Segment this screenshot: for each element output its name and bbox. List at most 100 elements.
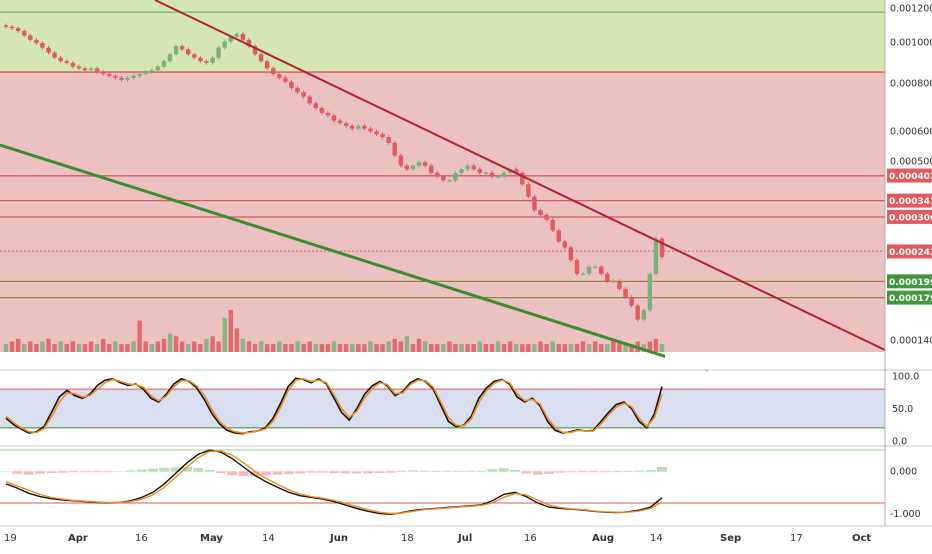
- volume-bar: [319, 344, 325, 352]
- candle-body: [422, 162, 428, 166]
- price-label: 0.0002435: [889, 248, 932, 258]
- volume-bar: [64, 344, 69, 352]
- volume-bar: [550, 341, 555, 352]
- macd-hist-bar: [589, 471, 600, 473]
- price-tick: 0.0001400: [890, 336, 932, 347]
- x-axis: 19 Apr 16 May 14 Jun 18 Jul 16 Aug 14 Sep 17 Oct: [4, 533, 871, 544]
- volume-bar: [234, 328, 240, 352]
- volume-bar: [495, 341, 501, 352]
- volume-bar: [410, 344, 416, 352]
- volume-bar: [435, 344, 440, 352]
- candle-body: [252, 46, 258, 55]
- candle-body: [562, 241, 568, 248]
- candle-body: [386, 137, 391, 143]
- macd-hist-bar: [521, 471, 532, 474]
- volume-bar: [483, 344, 489, 352]
- candle-body: [325, 112, 331, 116]
- green-trendline: [0, 143, 709, 372]
- macd-hist-bar: [487, 469, 498, 472]
- macd-hist-bar: [476, 470, 487, 472]
- macd-hist-bar: [249, 471, 260, 476]
- macd-hist-bar: [340, 471, 351, 474]
- candle-body: [477, 169, 482, 173]
- candle-body: [416, 162, 422, 166]
- candle-body: [143, 72, 148, 74]
- volume-bar: [380, 344, 385, 352]
- volume-bar: [392, 338, 397, 352]
- volume-bar: [228, 310, 233, 352]
- candle-body: [167, 54, 173, 62]
- volume-bar: [216, 341, 221, 352]
- macd-hist-bar: [498, 468, 509, 472]
- volume-bar: [623, 344, 628, 352]
- macd-hist-bar: [611, 471, 622, 473]
- candle-body: [9, 26, 15, 29]
- volume-bar: [422, 341, 428, 352]
- x-tick: 18: [401, 533, 414, 544]
- volume-bar: [15, 338, 21, 352]
- volume-bar: [514, 344, 519, 352]
- price-label: 0.0003062: [889, 213, 932, 223]
- candle-body: [258, 54, 264, 62]
- macd-hist-bar: [543, 471, 554, 474]
- candle-body: [350, 125, 355, 129]
- candle-body: [374, 131, 379, 135]
- volume-bar: [629, 344, 634, 352]
- price-label-bg: [887, 244, 932, 259]
- price-label-bg: [887, 290, 932, 305]
- macd-hist-bar: [91, 471, 102, 473]
- volume-bar: [307, 341, 312, 352]
- candle-body: [58, 57, 63, 62]
- candle-body: [428, 165, 434, 173]
- volume-bar: [447, 341, 452, 352]
- volume-bar: [46, 338, 51, 352]
- volume-bar: [507, 341, 513, 352]
- macd-hist-bar: [272, 471, 283, 475]
- candle-body: [173, 46, 179, 55]
- volume-bar: [295, 341, 300, 352]
- x-tick: 16: [524, 533, 537, 544]
- candle-body: [222, 41, 227, 48]
- volume-bar: [161, 338, 167, 352]
- volume-bar: [100, 338, 106, 352]
- x-tick: Apr: [68, 533, 88, 544]
- candle-body: [64, 61, 69, 63]
- candle-body: [149, 70, 154, 73]
- volume-bar: [386, 341, 391, 352]
- candle-body: [40, 42, 45, 48]
- macd-line: [5, 449, 663, 516]
- volume-bar: [586, 344, 592, 352]
- macd-hist-bar: [159, 467, 170, 472]
- macd-hist-bar: [442, 470, 453, 472]
- candle-body: [15, 28, 21, 32]
- volume-bar: [143, 341, 148, 352]
- candle-body: [264, 61, 270, 69]
- candle-body: [501, 172, 507, 177]
- candle-body: [356, 125, 361, 129]
- x-tick: 14: [262, 533, 275, 544]
- candle-body: [404, 165, 410, 170]
- macd-hist-bar: [57, 471, 68, 473]
- candle-body: [70, 62, 76, 67]
- macd-tick: -1.000: [890, 509, 921, 520]
- volume-bar: [580, 341, 586, 352]
- candle-body: [447, 180, 452, 182]
- volume-bar: [374, 344, 379, 352]
- candle-body: [331, 115, 337, 121]
- candle-body: [240, 33, 246, 40]
- x-tick: Jul: [457, 533, 472, 544]
- macd-hist-bar: [68, 471, 79, 473]
- volume-bar: [617, 341, 622, 352]
- price-tick: 0.0012000: [890, 4, 932, 15]
- volume-bar: [240, 338, 246, 352]
- volume-bar: [149, 344, 154, 352]
- macd-hist-bar: [385, 471, 396, 473]
- candle-body: [198, 57, 203, 62]
- macd-hist-bar: [509, 469, 520, 472]
- candle-body: [283, 77, 288, 82]
- candle-body: [380, 134, 385, 138]
- candle-body: [210, 57, 215, 63]
- candle-body: [435, 172, 440, 177]
- volume-bar: [289, 344, 294, 352]
